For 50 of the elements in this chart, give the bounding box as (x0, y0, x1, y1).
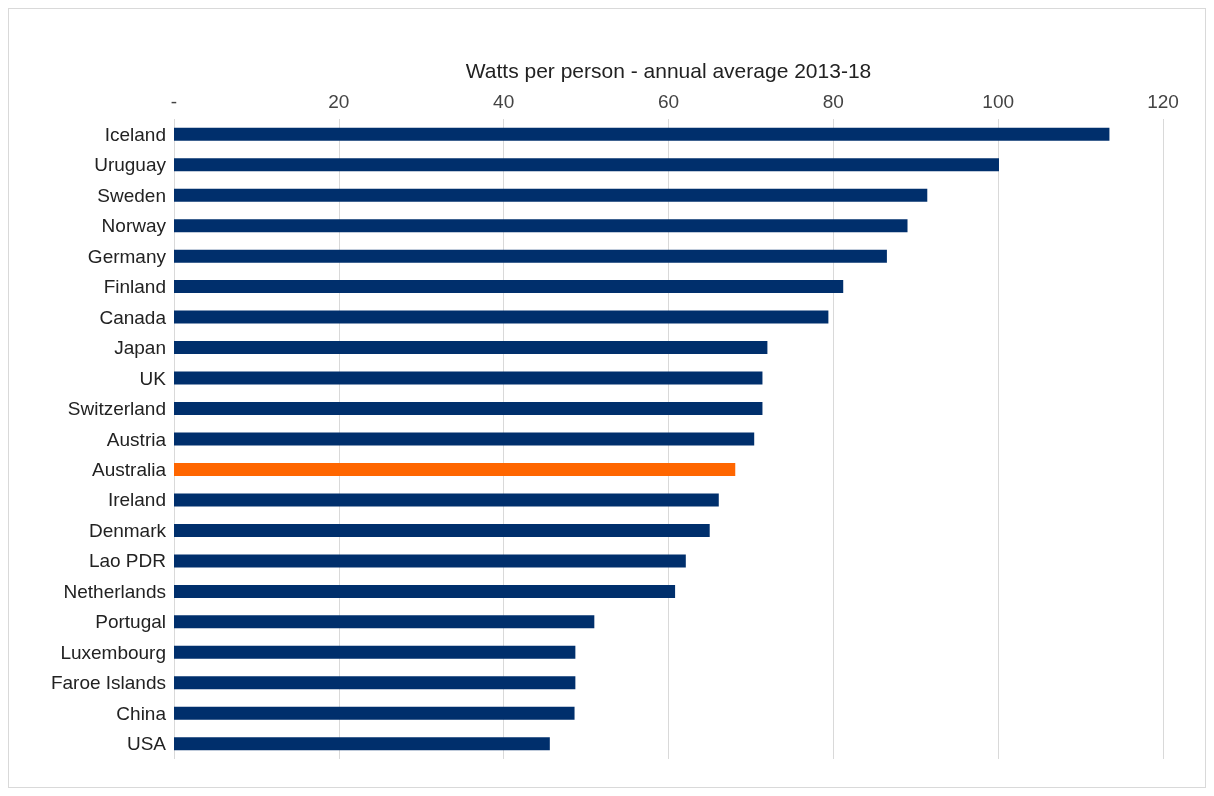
y-tick-label: Lao PDR (88, 550, 166, 572)
y-tick-label: Australia (92, 458, 167, 480)
bar (174, 341, 768, 355)
bar (174, 188, 928, 202)
y-tick-label: Denmark (88, 519, 167, 541)
y-tick-label: Sweden (97, 184, 166, 206)
bar (174, 310, 829, 324)
x-tick-label: 80 (822, 91, 844, 112)
y-tick-label: USA (126, 733, 167, 755)
bar (174, 737, 550, 751)
x-tick-label: - (170, 91, 178, 112)
y-tick-label: Canada (99, 306, 167, 328)
y-tick-label: Luxembourg (60, 641, 166, 663)
y-tick-label: Faroe Islands (50, 672, 166, 694)
y-tick-label: Switzerland (67, 398, 166, 420)
bar (174, 645, 576, 659)
y-tick-label: China (116, 702, 167, 724)
x-tick-label: 20 (328, 91, 350, 112)
x-tick-label: 120 (1147, 91, 1179, 112)
x-tick-label: 100 (982, 91, 1015, 112)
x-tick-label: 40 (493, 91, 515, 112)
bar (174, 280, 844, 294)
bar (174, 584, 676, 598)
y-tick-label: Portugal (95, 611, 166, 633)
y-tick-label: Iceland (104, 123, 166, 145)
bar (174, 219, 908, 233)
bar (174, 158, 999, 172)
y-tick-label: Netherlands (63, 580, 166, 602)
y-tick-label: Japan (114, 337, 166, 359)
y-tick-label: Germany (87, 245, 167, 267)
bar (174, 523, 710, 537)
bar (174, 249, 887, 263)
bar (174, 371, 763, 385)
bar (174, 554, 686, 568)
y-tick-label: Finland (103, 276, 166, 298)
bar (174, 127, 1110, 141)
x-axis-title: Watts per person - annual average 2013-18 (465, 59, 872, 82)
bar (174, 615, 595, 629)
y-tick-label: UK (139, 367, 167, 389)
bar (174, 432, 755, 446)
bar (174, 402, 763, 416)
y-tick-label: Austria (106, 428, 167, 450)
bar (174, 493, 719, 507)
y-tick-label: Ireland (107, 489, 166, 511)
y-tick-label: Norway (101, 215, 167, 237)
y-tick-label: Uruguay (94, 154, 167, 176)
x-tick-label: 60 (657, 91, 680, 112)
bar (174, 676, 576, 690)
bar (174, 706, 575, 720)
bar (174, 462, 736, 476)
